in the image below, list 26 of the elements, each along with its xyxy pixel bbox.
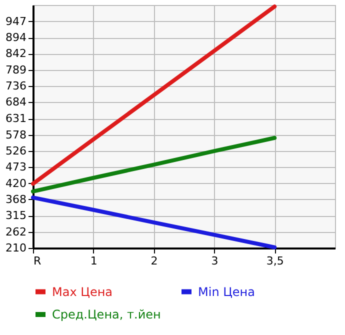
- legend-label: Min Цена: [198, 284, 256, 299]
- y-tick-label: 894: [6, 31, 26, 44]
- y-tick-label: 368: [6, 192, 26, 206]
- line-series: [31, 136, 277, 194]
- y-tick-label: 210: [6, 242, 26, 254]
- y-tick-label: 526: [6, 144, 26, 158]
- y-tick-label: 578: [6, 128, 26, 142]
- y-tick-label: 315: [6, 209, 26, 222]
- legend-label: Max Цена: [52, 284, 113, 299]
- y-tick-label: 420: [6, 176, 26, 190]
- y-tick-label: 631: [6, 112, 26, 126]
- x-tick-label: 3: [211, 254, 218, 268]
- y-tick-label: 947: [6, 14, 26, 28]
- y-tick-label: 842: [6, 47, 26, 60]
- y-tick-label: 473: [6, 160, 26, 174]
- x-tick-label: 3,5: [266, 254, 284, 268]
- legend-label: Сред.Цена, т.йен: [52, 308, 161, 322]
- y-tick-label: 789: [6, 63, 26, 76]
- line-series: [31, 196, 277, 250]
- x-tick-label: R: [34, 254, 42, 268]
- x-tick-label: 1: [90, 254, 98, 268]
- y-tick-label: 684: [6, 96, 26, 109]
- line-series: [31, 4, 277, 186]
- y-tick-label: 736: [6, 80, 26, 93]
- x-tick-label: 2: [150, 254, 158, 268]
- y-tick-label: 262: [6, 226, 26, 239]
